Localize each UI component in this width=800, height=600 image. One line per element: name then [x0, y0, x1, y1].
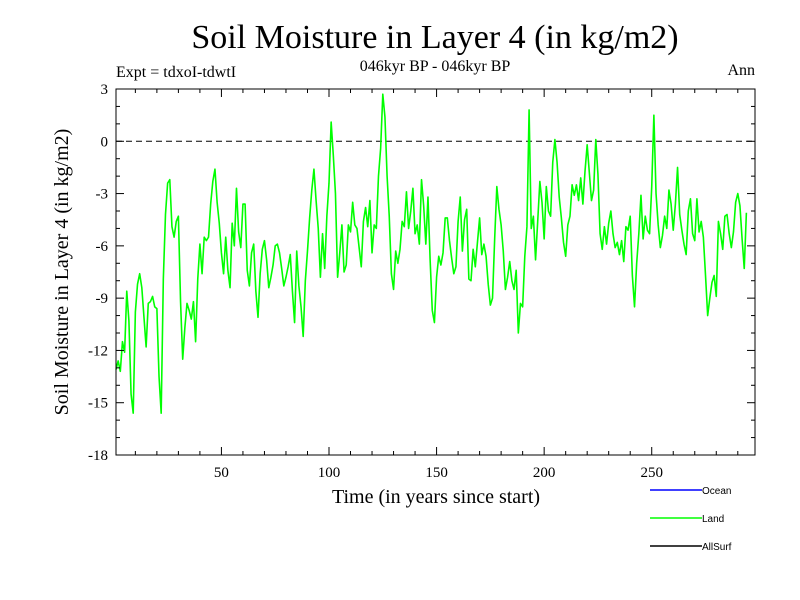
experiment-label: Expt = tdxoI-tdwtI [116, 64, 236, 81]
y-axis-label: Soil Moisture in Layer 4 (in kg/m2) [51, 129, 73, 416]
x-axis-label: Time (in years since start) [332, 486, 540, 508]
series-land-line [115, 93, 748, 414]
x-axis-ticks: 50 100 150 200 250 [134, 89, 739, 481]
x-tick-label: 250 [640, 465, 663, 481]
y-tick-label: -3 [96, 187, 109, 203]
x-tick-label: 150 [425, 465, 448, 481]
legend: Ocean Land AllSurf [650, 486, 732, 553]
chart-subtitle: 046kyr BP - 046kyr BP [360, 58, 511, 75]
plot-frame [115, 88, 756, 456]
period-label: Ann [727, 62, 755, 79]
y-tick-label: -12 [88, 343, 108, 359]
y-tick-label: 3 [101, 82, 109, 98]
chart-title: Soil Moisture in Layer 4 (in kg/m2) [191, 19, 678, 56]
y-axis-ticks: 3 0 -3 -6 -9 -12 -15 -18 [88, 82, 755, 464]
x-tick-label: 200 [533, 465, 556, 481]
y-tick-label: -18 [88, 448, 108, 464]
y-tick-label: -9 [96, 291, 109, 307]
legend-label-allsurf: AllSurf [702, 542, 732, 553]
legend-label-ocean: Ocean [702, 486, 731, 497]
y-tick-label: -6 [96, 239, 109, 255]
y-tick-label: -15 [88, 396, 108, 412]
x-tick-label: 100 [318, 465, 341, 481]
legend-label-land: Land [702, 514, 724, 525]
y-tick-label: 0 [101, 134, 109, 150]
x-tick-label: 50 [214, 465, 229, 481]
